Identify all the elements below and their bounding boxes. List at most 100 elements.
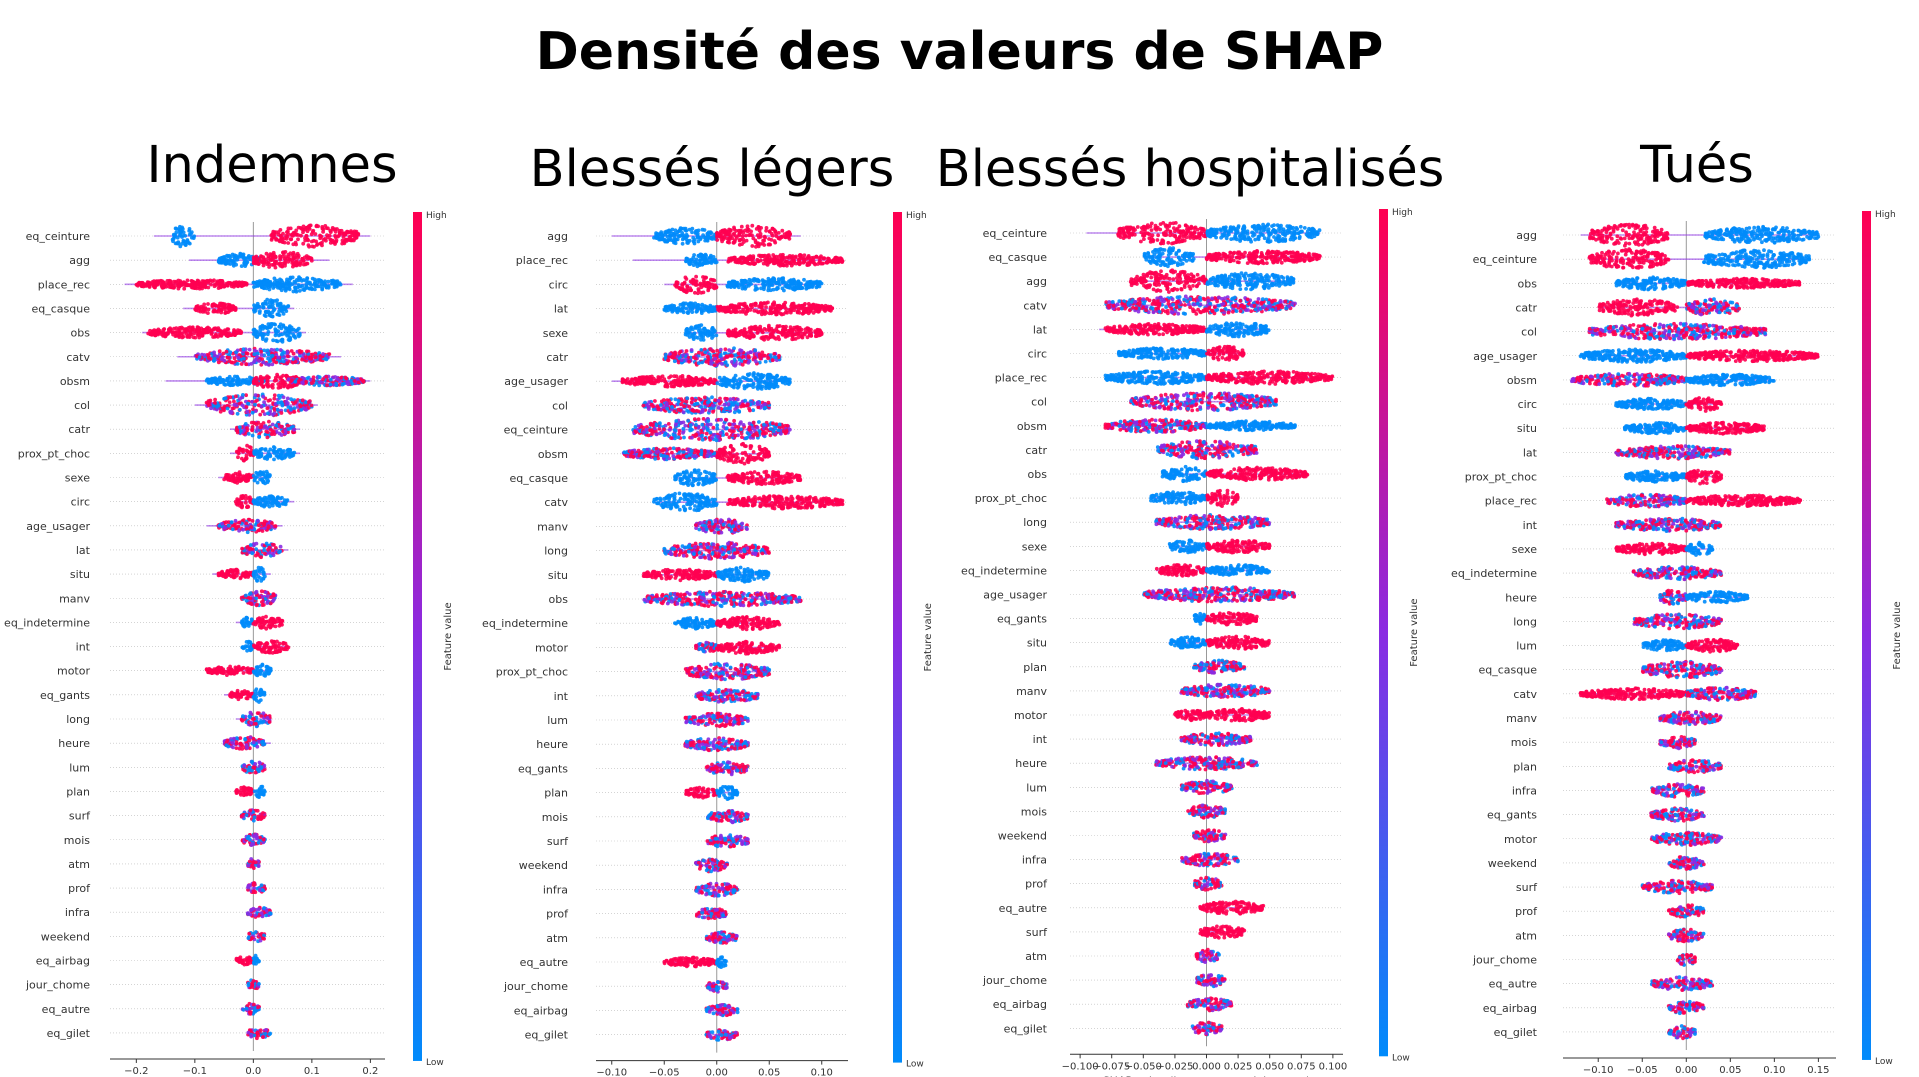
shap-point <box>263 790 267 794</box>
shap-point <box>266 332 270 336</box>
shap-point <box>265 668 269 672</box>
shap-point <box>257 435 261 439</box>
shap-point <box>326 284 330 288</box>
shap-point <box>228 400 232 404</box>
shap-point <box>247 864 251 868</box>
shap-point <box>267 262 271 266</box>
shap-point <box>240 264 244 268</box>
shap-point <box>294 289 298 293</box>
shap-point <box>274 361 278 365</box>
feature-label: catv <box>66 351 90 364</box>
colorbar-high-label: High <box>426 211 447 221</box>
shap-point <box>210 671 214 675</box>
shap-point <box>283 241 287 245</box>
shap-point <box>260 626 264 630</box>
chart-title: Blessés légers <box>530 140 895 199</box>
shap-point <box>238 736 242 740</box>
shap-point <box>311 277 315 281</box>
shap-point <box>259 451 263 455</box>
shap-point <box>240 504 244 508</box>
shap-point <box>267 399 271 403</box>
shap-point <box>262 505 266 509</box>
shap-point <box>181 335 185 339</box>
shap-point <box>241 403 245 407</box>
shap-point <box>240 284 244 288</box>
shap-point <box>249 692 253 696</box>
shap-point <box>695 258 699 262</box>
beeswarm-prox_pt_choc <box>230 444 300 463</box>
shap-point <box>247 936 251 940</box>
shap-point <box>331 279 335 283</box>
shap-point <box>203 353 207 357</box>
shap-point <box>247 787 251 791</box>
shap-point <box>732 226 736 230</box>
shap-point <box>319 235 323 239</box>
shap-point <box>240 814 244 818</box>
shap-point <box>264 314 268 318</box>
shap-point <box>740 229 744 233</box>
shap-point <box>227 478 231 482</box>
shap-point <box>750 224 754 228</box>
shap-point <box>263 575 267 579</box>
shap-point <box>260 377 264 381</box>
shap-point <box>287 255 291 259</box>
shap-point <box>264 1032 268 1036</box>
shap-point <box>245 640 249 644</box>
shap-point <box>252 979 256 983</box>
shap-point <box>246 402 250 406</box>
shap-point <box>135 283 139 287</box>
shap-point <box>321 352 325 356</box>
shap-point <box>251 411 255 415</box>
shap-point <box>278 256 282 260</box>
feature-label: prof <box>68 882 91 895</box>
shap-point <box>282 312 286 316</box>
shap-point <box>237 356 241 360</box>
shap-point <box>287 328 291 332</box>
shap-point <box>260 447 264 451</box>
shap-point <box>261 663 265 667</box>
shap-point <box>256 642 260 646</box>
shap-point <box>264 590 268 594</box>
shap-point <box>253 789 257 793</box>
shap-point <box>242 618 246 622</box>
shap-point <box>216 669 220 673</box>
shap-point <box>293 334 297 338</box>
shap-point <box>291 265 295 269</box>
shap-point <box>273 323 277 327</box>
shap-point <box>139 282 143 286</box>
shap-point <box>280 332 284 336</box>
shap-point <box>299 408 303 412</box>
shap-point <box>293 280 297 284</box>
beeswarm-situ <box>212 566 271 583</box>
shap-point <box>258 311 262 315</box>
shap-point <box>267 254 271 258</box>
shap-point <box>247 382 251 386</box>
beeswarm-circ <box>234 494 294 509</box>
shap-point <box>357 381 361 385</box>
shap-point <box>258 568 262 572</box>
shap-point <box>254 771 258 775</box>
shap-point <box>245 743 249 747</box>
shap-point <box>272 458 276 462</box>
shap-point <box>757 245 761 249</box>
shap-point <box>291 234 295 238</box>
shap-point <box>273 261 277 265</box>
shap-point <box>682 236 686 240</box>
shap-point <box>248 601 252 605</box>
shap-point <box>255 603 259 607</box>
shap-point <box>264 339 268 343</box>
shap-point <box>228 692 232 696</box>
shap-panel-2: Blessés légersaggplace_reccirclatsexecat… <box>482 140 934 1077</box>
shap-point <box>264 476 268 480</box>
shap-point <box>264 1028 268 1032</box>
shap-point <box>726 232 730 236</box>
feature-label: int <box>76 641 91 654</box>
shap-point <box>362 379 366 383</box>
shap-point <box>257 646 261 650</box>
shap-point <box>334 383 338 387</box>
shap-point <box>227 356 231 360</box>
shap-point <box>231 474 235 478</box>
shap-point <box>241 393 245 397</box>
feature-label: catr <box>68 423 90 436</box>
feature-label: eq_airbag <box>36 955 90 968</box>
